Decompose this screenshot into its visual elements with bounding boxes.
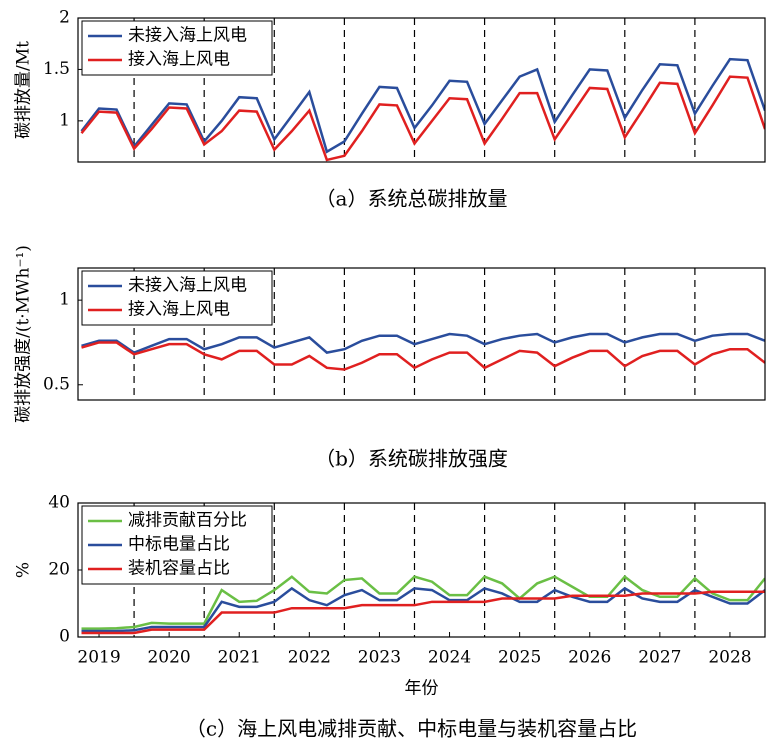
x-axis-label: 年份 — [405, 679, 439, 699]
y-tick-label: 1 — [59, 110, 70, 130]
y-tick-label: 20 — [48, 560, 70, 580]
series-line — [81, 590, 765, 635]
series-line — [81, 586, 765, 633]
x-tick-label: 2027 — [638, 648, 681, 668]
x-tick-label: 2026 — [568, 648, 611, 668]
legend-label: 未接入海上风电 — [128, 276, 247, 296]
legend-label: 未接入海上风电 — [128, 26, 247, 46]
y-axis-label: 碳排放量/Mt — [14, 41, 34, 139]
x-tick-label: 2019 — [77, 648, 120, 668]
caption: （c）海上风电减排贡献、中标电量与装机容量占比 — [186, 717, 637, 741]
x-tick-label: 2021 — [218, 648, 261, 668]
x-tick-label: 2028 — [708, 648, 751, 668]
legend-label: 接入海上风电 — [128, 300, 230, 320]
legend-box — [81, 270, 273, 326]
series-line — [81, 332, 765, 355]
y-axis-label: % — [14, 562, 34, 578]
plot-frame — [77, 17, 766, 163]
series-line — [80, 57, 765, 154]
x-tick-label: 2023 — [358, 648, 401, 668]
legend-box — [81, 20, 273, 76]
legend-label: 减排贡献百分比 — [128, 511, 247, 531]
y-tick-label: 1 — [59, 290, 70, 310]
y-tick-label: 1.5 — [43, 59, 70, 79]
x-tick-label: 2024 — [428, 648, 471, 668]
caption: （b）系统碳排放强度 — [315, 447, 508, 471]
x-tick-label: 2022 — [288, 648, 331, 668]
y-tick-label: 2 — [59, 8, 70, 28]
series-line — [81, 341, 765, 371]
series-line — [80, 75, 765, 162]
y-tick-label: 0 — [59, 627, 70, 647]
y-tick-label: 0.5 — [43, 374, 70, 394]
plot-frame — [77, 502, 766, 638]
legend-label: 接入海上风电 — [128, 50, 230, 70]
x-tick-label: 2020 — [147, 648, 190, 668]
x-tick-label: 2025 — [498, 648, 541, 668]
caption: （a）系统总碳排放量 — [316, 187, 508, 211]
y-tick-label: 40 — [48, 493, 70, 513]
plot-frame — [77, 267, 766, 401]
y-axis-label: 碳排放强度/(t·MWh⁻¹) — [14, 245, 34, 423]
legend-label: 装机容量占比 — [128, 559, 230, 579]
legend-label: 中标电量占比 — [128, 535, 230, 555]
